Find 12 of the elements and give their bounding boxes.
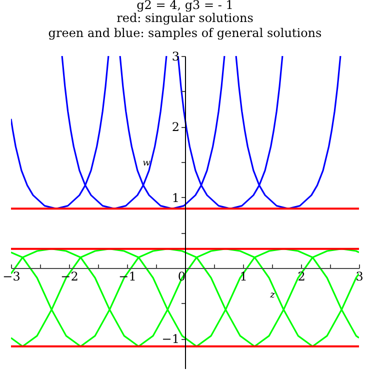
y-tick-label: 3 xyxy=(172,50,180,64)
x-tick-label: 2 xyxy=(298,269,306,284)
y-axis-title: w xyxy=(142,158,151,168)
x-tick-label: 3 xyxy=(356,269,364,284)
x-tick-label: −3 xyxy=(2,269,20,284)
chart-subtitle: red: singular solutions green and blue: samples of general solutions xyxy=(48,11,322,40)
x-tick-label: 1 xyxy=(240,269,248,284)
x-axis-title: z xyxy=(269,290,276,300)
y-tick-label: 1 xyxy=(172,190,180,205)
y-tick-label: −1 xyxy=(162,332,180,346)
chart-title: g2 = 4, g3 = - 1 xyxy=(136,0,234,12)
y-tick-label: 2 xyxy=(172,120,180,134)
